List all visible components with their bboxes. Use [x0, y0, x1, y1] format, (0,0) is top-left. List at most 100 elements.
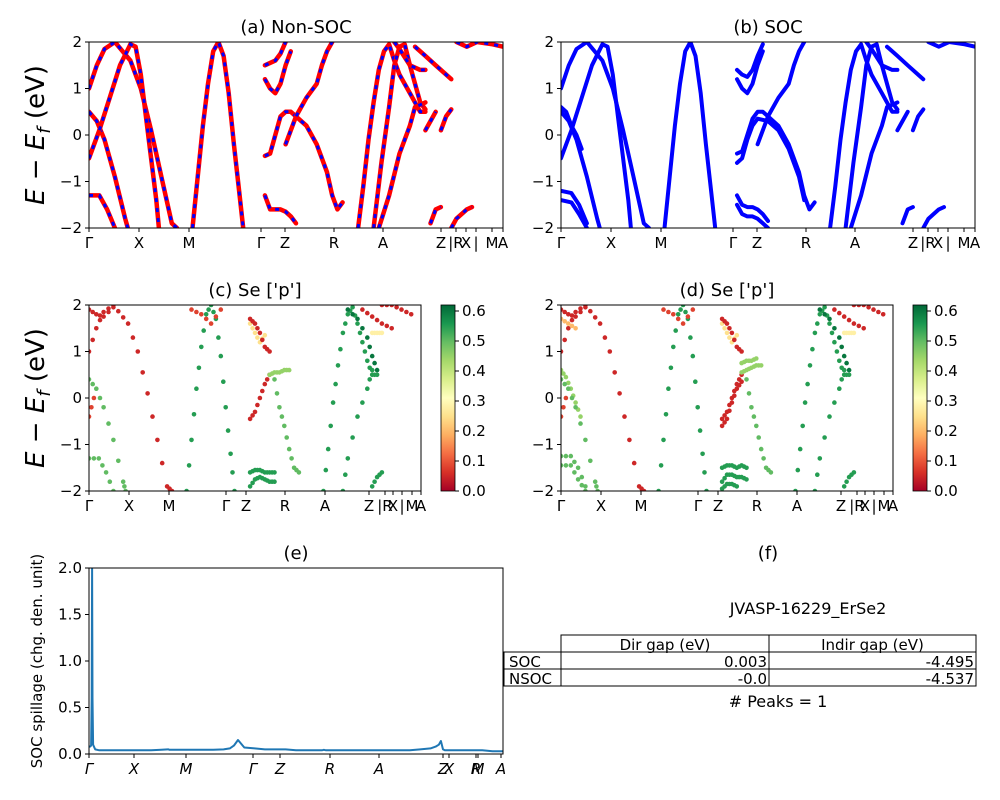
- colorbar-tick-label: 0.1: [462, 452, 486, 470]
- projection-point: [394, 305, 399, 310]
- projection-point: [213, 314, 219, 319]
- projection-point: [367, 344, 373, 350]
- projection-point: [145, 391, 150, 396]
- colorbar-tick-label: 0.5: [462, 332, 486, 350]
- projection-point: [841, 314, 847, 319]
- projection-point: [250, 413, 255, 418]
- projection-point: [578, 421, 583, 426]
- projection-point: [846, 367, 852, 373]
- projection-point: [563, 395, 569, 401]
- band-line: [755, 42, 807, 147]
- projection-point: [262, 332, 268, 338]
- projection-point: [739, 379, 744, 385]
- projection-point: [97, 317, 103, 323]
- band-line: [828, 42, 900, 228]
- projection-point: [675, 312, 681, 317]
- projection-point: [563, 374, 569, 380]
- projection-point: [561, 453, 564, 459]
- projection-point: [563, 453, 569, 459]
- projection-point: [123, 488, 128, 491]
- band-line: [735, 116, 807, 203]
- projection-point: [722, 420, 727, 425]
- band-line: [910, 107, 926, 133]
- band-line: [561, 109, 602, 228]
- projection-point: [671, 312, 676, 317]
- x-tick-label: X: [443, 760, 455, 778]
- projection-point: [797, 446, 803, 452]
- projection-point: [607, 349, 613, 354]
- band-line-soc: [89, 42, 161, 228]
- projection-point: [101, 314, 106, 319]
- projection-point: [575, 477, 581, 482]
- band-line: [735, 193, 770, 223]
- projection-point: [122, 484, 127, 489]
- projection-point: [876, 309, 881, 315]
- band-line: [864, 42, 900, 72]
- x-tick-label: Z: [364, 497, 374, 515]
- plot-area: [561, 42, 975, 228]
- y-tick-label: 1: [544, 80, 554, 98]
- projection-point: [569, 323, 575, 329]
- projection-point: [169, 488, 175, 491]
- projection-point: [97, 313, 103, 318]
- projection-point: [340, 488, 346, 491]
- x-tick-label: R: [325, 760, 335, 778]
- projection-point: [758, 446, 764, 452]
- projection-point: [116, 308, 121, 314]
- projection-point: [768, 470, 774, 475]
- panel-a-title: (a) Non-SOC: [240, 17, 351, 38]
- projection-point: [103, 470, 109, 475]
- projection-point: [839, 344, 844, 350]
- projection-point: [106, 309, 111, 315]
- projection-point: [834, 349, 840, 354]
- y-tick-label: −2: [532, 219, 554, 237]
- x-tick-label: |: [945, 234, 950, 252]
- projection-point: [562, 381, 567, 387]
- colorbar-gradient: [912, 304, 928, 492]
- projection-point: [595, 488, 600, 491]
- y-tick-label: 1: [544, 343, 554, 361]
- projection-point: [338, 346, 343, 352]
- x-tick-label: Γ: [85, 497, 94, 515]
- projection-point: [697, 428, 703, 433]
- projection-point: [832, 400, 837, 405]
- projection-point: [355, 321, 360, 326]
- x-tick-label: M: [183, 234, 196, 252]
- projection-point: [323, 467, 329, 473]
- y-tick-label: 2.0: [58, 559, 82, 577]
- projection-point: [94, 386, 99, 392]
- x-tick-label: R: [752, 497, 762, 515]
- gap-table: Dir gap (eV) Indir gap (eV) SOC 0.003 -4.495…: [503, 634, 977, 688]
- projection-point: [829, 330, 835, 336]
- projection-point: [189, 307, 194, 312]
- projection-point: [827, 316, 832, 322]
- projection-point: [408, 312, 414, 317]
- projection-point: [800, 423, 805, 429]
- projection-point: [340, 330, 346, 336]
- x-tick-label: Γ: [557, 497, 566, 515]
- projection-point: [228, 451, 233, 457]
- band-line-nonsoc: [89, 193, 118, 228]
- panel-e-ylabel: SOC spillage (chg. den. unit): [28, 554, 46, 769]
- projection-point: [871, 307, 876, 312]
- projection-point: [861, 305, 866, 308]
- panel-f: (f) JVASP-16229_ErSe2 Dir gap (eV) Indir …: [503, 543, 977, 711]
- y-tick-label: 0: [544, 126, 554, 144]
- projection-point: [272, 470, 277, 475]
- projection-point: [569, 313, 575, 318]
- projection-point: [186, 463, 192, 468]
- table-header-cell: Indir gap (eV): [821, 636, 924, 654]
- y-tick-label: 1: [72, 80, 82, 98]
- projection-point: [572, 459, 577, 465]
- projection-point: [96, 456, 102, 461]
- panel-e-plot: 0.00.51.01.52.0Γ X M Γ Z R A ZX RM A: [58, 559, 506, 778]
- x-tick-label: M: [163, 497, 176, 515]
- x-tick-label: A: [888, 497, 899, 515]
- projection-point: [832, 339, 837, 345]
- projection-point: [272, 377, 277, 382]
- x-tick-label: X: [128, 760, 140, 778]
- x-tick-label: |: [399, 497, 404, 515]
- projection-point: [91, 395, 97, 401]
